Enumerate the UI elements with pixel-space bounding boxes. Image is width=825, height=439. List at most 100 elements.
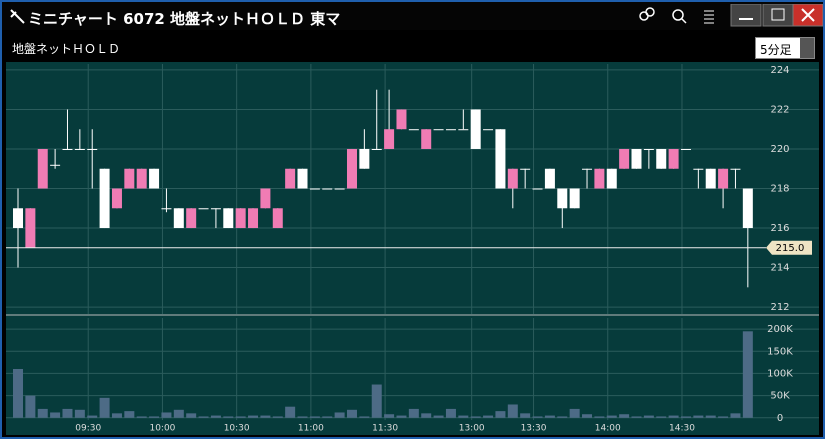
title-bar: ミニチャート 6072 地盤ネットＨＯＬＤ 東マ	[2, 2, 823, 30]
volume-bar	[111, 413, 122, 418]
timeframe-text: 5分足	[760, 43, 792, 57]
candle-body	[186, 208, 197, 229]
volume-bar	[668, 415, 679, 418]
volume-bar	[37, 408, 48, 418]
window-title: ミニチャート 6072 地盤ネットＨＯＬＤ 東マ	[28, 10, 341, 28]
volume-bar	[223, 416, 234, 418]
candle-body	[470, 109, 481, 149]
candle-body	[346, 148, 357, 189]
volume-bar	[507, 404, 518, 418]
volume-bar	[408, 408, 419, 418]
last-price-tag	[766, 240, 812, 255]
volume-bar	[297, 416, 308, 418]
candle-body	[37, 148, 48, 189]
candle-body	[359, 148, 370, 169]
volume-bar	[74, 409, 85, 418]
instrument-label: 地盤ネットＨＯＬＤ	[12, 42, 121, 56]
volume-bar	[186, 413, 197, 418]
volume-bar	[433, 415, 444, 418]
y-tick-label: 50K	[770, 391, 790, 402]
x-tick-label: 11:00	[298, 424, 324, 434]
candle-body	[13, 208, 23, 229]
candle-body	[656, 148, 667, 169]
volume-bar	[532, 416, 543, 418]
y-tick-label: 218	[770, 184, 789, 195]
x-tick-label: 14:00	[595, 424, 621, 434]
candle-body	[260, 188, 271, 209]
candle-body	[594, 168, 605, 189]
volume-bar	[198, 416, 209, 418]
volume-bar	[99, 397, 110, 418]
volume-bar	[680, 416, 691, 418]
candle-body	[322, 188, 333, 190]
candle-body	[705, 168, 716, 189]
candle-body	[136, 168, 147, 189]
volume-bar	[705, 415, 716, 418]
candle-body	[235, 208, 246, 229]
candle-body	[718, 168, 729, 189]
candle-body	[74, 148, 85, 150]
candle-body	[371, 148, 382, 150]
y-tick-label: 216	[770, 223, 789, 234]
candle-body	[619, 148, 630, 169]
volume-bar	[149, 416, 160, 418]
y-tick-label: 212	[770, 302, 789, 313]
candle-body	[730, 168, 741, 170]
volume-bar	[285, 406, 296, 418]
volume-bar	[421, 413, 432, 418]
y-tick-label: 0	[777, 413, 783, 424]
y-tick-label: 150K	[767, 346, 793, 357]
candle-body	[334, 188, 345, 190]
volume-bar	[606, 415, 617, 418]
candle-body	[693, 168, 704, 170]
candle-body	[643, 148, 654, 150]
candle-body	[408, 129, 419, 131]
x-tick-label: 11:30	[372, 424, 398, 434]
timeframe-select[interactable]: 5分足	[755, 37, 815, 59]
volume-bar	[445, 408, 456, 418]
volume-bar	[718, 416, 729, 418]
volume-bar	[210, 415, 221, 418]
volume-bar	[384, 414, 395, 418]
candle-body	[384, 129, 395, 149]
volume-bar	[62, 408, 73, 418]
volume-bar	[742, 331, 753, 418]
volume-bar	[544, 415, 555, 418]
candle-body	[544, 168, 555, 189]
candle-body	[742, 188, 753, 229]
y-tick-label: 222	[770, 104, 789, 115]
window-buttons[interactable]	[634, 4, 824, 28]
volume-bar	[656, 416, 667, 418]
volume-bar	[346, 409, 357, 418]
candle-body	[198, 208, 209, 210]
volume-bar	[309, 416, 320, 418]
candle-body	[25, 208, 36, 248]
volume-bar	[730, 413, 741, 418]
candle-body	[483, 129, 494, 131]
volume-bar	[483, 415, 494, 418]
candle-body	[149, 168, 160, 189]
candle-body	[285, 168, 296, 189]
candle-body	[668, 148, 679, 169]
candle-body	[62, 148, 73, 150]
volume-bar	[693, 415, 704, 418]
candle-body	[210, 208, 221, 210]
candle-body	[631, 148, 642, 169]
volume-bar	[13, 369, 23, 418]
candle-body	[458, 129, 469, 131]
candle-body	[680, 148, 691, 150]
volume-bar	[643, 415, 654, 418]
candle-body	[445, 129, 456, 131]
y-tick-label: 220	[770, 144, 789, 155]
volume-bar	[87, 415, 98, 418]
volume-bar	[359, 416, 370, 418]
candle-body	[223, 208, 234, 229]
volume-bar	[25, 395, 36, 418]
app-icon	[10, 9, 25, 24]
plot-bg	[6, 62, 819, 435]
volume-bar	[235, 416, 246, 418]
volume-bar	[272, 416, 283, 418]
x-tick-label: 10:00	[149, 424, 175, 434]
volume-bar	[582, 414, 593, 418]
volume-bar	[495, 411, 506, 418]
